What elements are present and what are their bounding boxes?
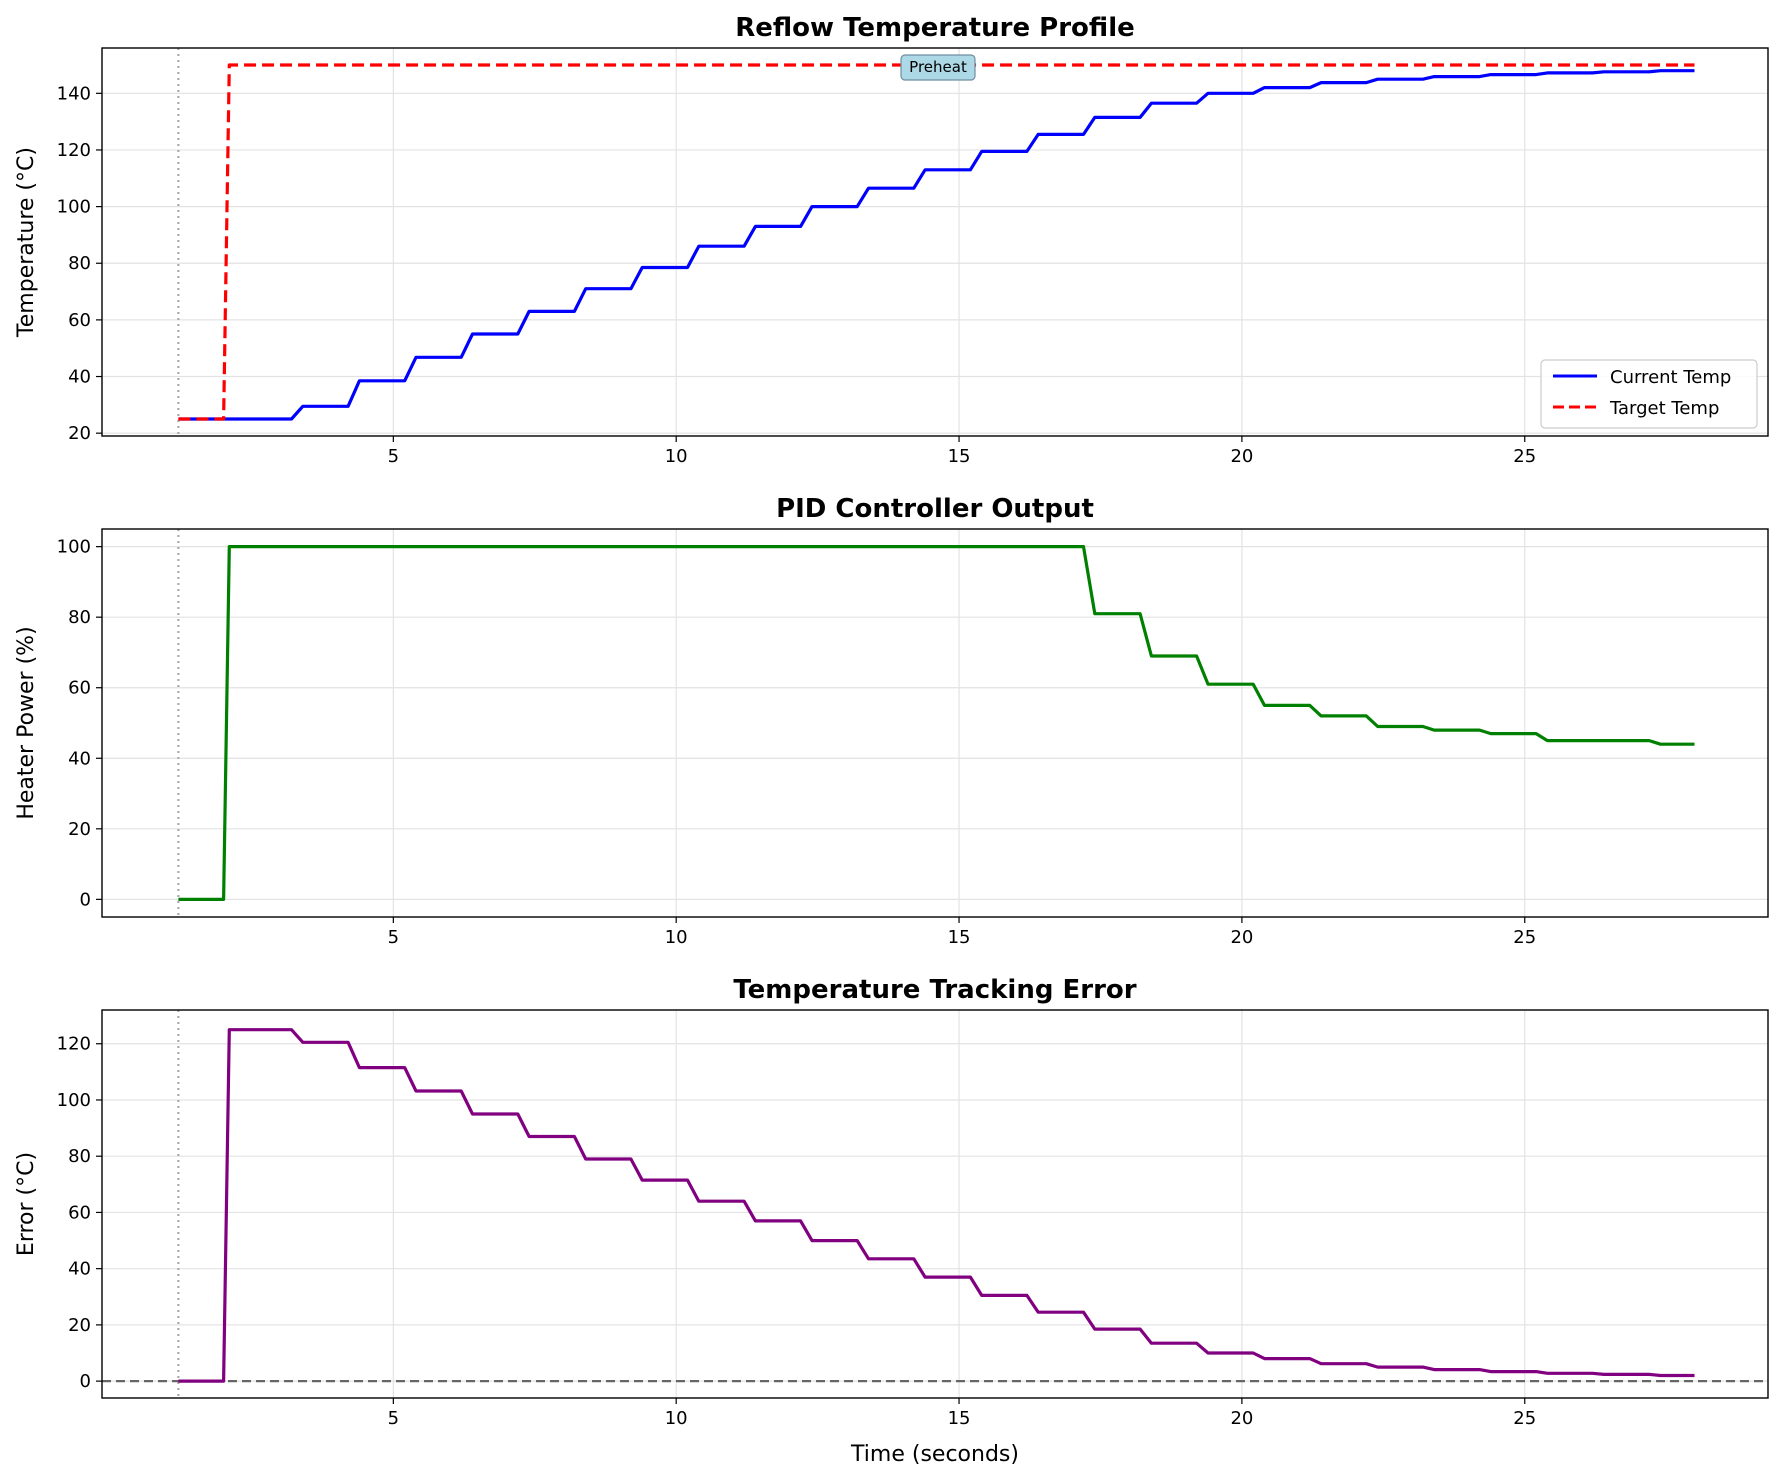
panel-3-ticks: 5 10 15 20 25 0 20 40 60 80 100 120: [57, 1034, 1537, 1429]
panel-1-title: Reflow Temperature Profile: [735, 13, 1134, 43]
panel-3-plot-area: [102, 1010, 1768, 1398]
y-tick-label: 60: [68, 310, 91, 331]
x-tick-label: 15: [948, 927, 971, 948]
x-tick-label: 10: [665, 1408, 688, 1429]
y-tick-label: 0: [80, 1371, 91, 1392]
y-tick-label: 120: [57, 140, 91, 161]
series-line-panel-2-0: [178, 544, 1695, 902]
y-tick-label: 100: [57, 537, 91, 558]
series-line-current-temp: [178, 69, 1695, 421]
y-tick-label: 40: [68, 1259, 91, 1280]
panel-1-grid: [102, 48, 1768, 436]
legend-label-current-temp: Current Temp: [1610, 367, 1731, 388]
y-tick-label: 80: [68, 253, 91, 274]
legend-label-target-temp: Target Temp: [1609, 398, 1719, 419]
phase-annotation-box: [900, 54, 976, 81]
panel-2-title: PID Controller Output: [776, 494, 1094, 524]
y-tick-label: 120: [57, 1034, 91, 1055]
y-tick-label: 100: [57, 197, 91, 218]
panel-2-plot-area: [177, 529, 1695, 917]
panel-2-frame: [101, 528, 1769, 918]
panel-1-frame: [101, 47, 1769, 437]
y-tick-label: 20: [68, 423, 91, 444]
y-tick-label: 40: [68, 748, 91, 769]
series-line-panel-3-0: [178, 1028, 1695, 1383]
phase-annotation: Preheat: [900, 54, 976, 81]
panel-pid-output: PID Controller Output Heater Power (%) 5…: [14, 494, 1769, 948]
y-tick-label: 20: [68, 1315, 91, 1336]
y-tick-label: 40: [68, 367, 91, 388]
x-tick-label: 5: [388, 1408, 399, 1429]
panel-3-ylabel: Error (°C): [14, 1152, 39, 1256]
x-tick-label: 15: [948, 446, 971, 467]
y-tick-label: 60: [68, 1202, 91, 1223]
x-tick-label: 5: [388, 927, 399, 948]
panel-2-ylabel: Heater Power (%): [14, 626, 39, 819]
panel-tracking-error: Temperature Tracking Error Error (°C) 5 1…: [14, 975, 1769, 1467]
y-tick-label: 0: [80, 889, 91, 910]
panel-3-grid: [102, 1010, 1768, 1398]
panel-temperature-profile: Reflow Temperature Profile Temperature (…: [14, 13, 1769, 467]
x-tick-label: 25: [1513, 1408, 1536, 1429]
panel-2-ticks: 5 10 15 20 25 0 20 40 60 80 100: [57, 537, 1537, 948]
y-tick-label: 100: [57, 1090, 91, 1111]
panel-1-plot-area: [177, 48, 1695, 436]
x-tick-label: 10: [665, 927, 688, 948]
x-tick-label: 20: [1230, 446, 1253, 467]
x-tick-label: 15: [948, 1408, 971, 1429]
y-tick-label: 20: [68, 819, 91, 840]
y-tick-label: 140: [57, 83, 91, 104]
series-line-target-temp: [178, 63, 1695, 421]
phase-annotation-label: Preheat: [909, 58, 967, 76]
x-tick-label: 25: [1513, 446, 1536, 467]
x-tick-label: 20: [1230, 1408, 1253, 1429]
x-tick-label: 25: [1513, 927, 1536, 948]
y-tick-label: 60: [68, 678, 91, 699]
legend: Current Temp Target Temp: [1540, 359, 1758, 429]
x-tick-label: 5: [388, 446, 399, 467]
panel-1-ylabel: Temperature (°C): [14, 147, 39, 338]
y-tick-label: 80: [68, 1146, 91, 1167]
x-tick-label: 10: [665, 446, 688, 467]
panel-3-xlabel: Time (seconds): [850, 1442, 1019, 1467]
panel-3-title: Temperature Tracking Error: [733, 975, 1136, 1005]
panel-3-frame: [101, 1009, 1769, 1399]
y-tick-label: 80: [68, 607, 91, 628]
panel-1-ticks: 5 10 15 20 25 20 40 60 80 100 120 140: [57, 83, 1537, 467]
x-tick-label: 20: [1230, 927, 1253, 948]
